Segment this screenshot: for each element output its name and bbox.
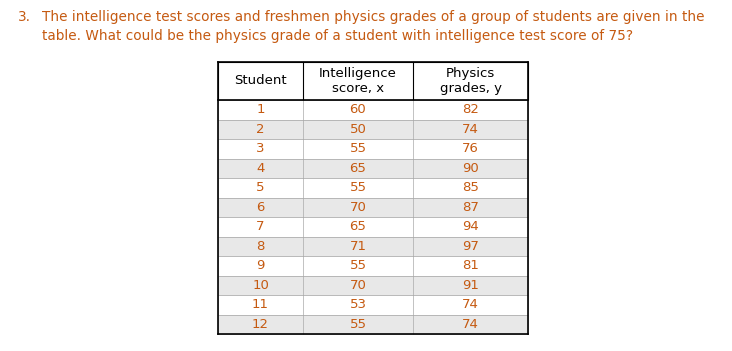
Text: 65: 65 (350, 162, 367, 175)
Text: 90: 90 (462, 162, 479, 175)
Text: 60: 60 (350, 103, 367, 116)
Text: 91: 91 (462, 279, 479, 292)
Text: 5: 5 (256, 181, 265, 194)
Text: 55: 55 (349, 142, 367, 155)
Text: 74: 74 (462, 318, 479, 331)
Text: 97: 97 (462, 240, 479, 253)
Text: 6: 6 (256, 201, 265, 214)
Text: The intelligence test scores and freshmen physics grades of a group of students : The intelligence test scores and freshme… (42, 10, 704, 43)
Text: 94: 94 (462, 220, 479, 233)
Text: 8: 8 (256, 240, 265, 253)
Text: 71: 71 (349, 240, 367, 253)
Text: 70: 70 (350, 279, 367, 292)
Text: 10: 10 (252, 279, 269, 292)
Text: Intelligence
score, x: Intelligence score, x (319, 67, 397, 95)
Text: 74: 74 (462, 298, 479, 311)
Text: 7: 7 (256, 220, 265, 233)
Text: 4: 4 (256, 162, 265, 175)
Text: 55: 55 (349, 318, 367, 331)
Text: 53: 53 (349, 298, 367, 311)
Text: 11: 11 (252, 298, 269, 311)
Text: 3.: 3. (18, 10, 31, 24)
Text: 9: 9 (256, 259, 265, 272)
Text: 50: 50 (350, 123, 367, 136)
Text: 55: 55 (349, 259, 367, 272)
Text: 82: 82 (462, 103, 479, 116)
Text: 3: 3 (256, 142, 265, 155)
Text: 55: 55 (349, 181, 367, 194)
Text: 81: 81 (462, 259, 479, 272)
Text: 12: 12 (252, 318, 269, 331)
Text: 70: 70 (350, 201, 367, 214)
Text: 2: 2 (256, 123, 265, 136)
Text: Physics
grades, y: Physics grades, y (439, 67, 501, 95)
Text: 65: 65 (350, 220, 367, 233)
Text: 76: 76 (462, 142, 479, 155)
Text: 74: 74 (462, 123, 479, 136)
Text: 87: 87 (462, 201, 479, 214)
Text: 85: 85 (462, 181, 479, 194)
Text: 1: 1 (256, 103, 265, 116)
Text: Student: Student (234, 74, 287, 87)
